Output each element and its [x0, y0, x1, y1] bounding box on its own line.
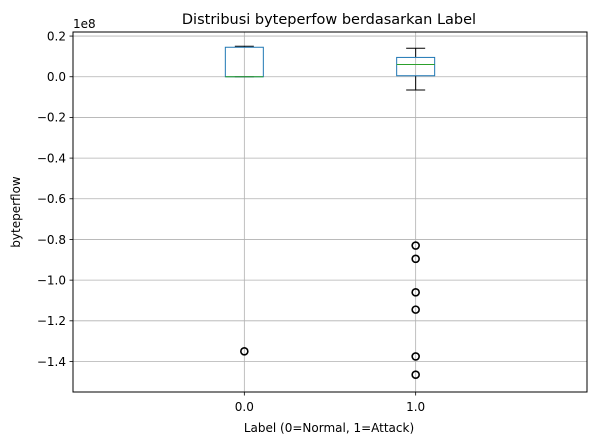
y-tick-label: −0.6 [37, 192, 66, 206]
y-axis-label: byteperflow [9, 176, 23, 248]
outlier-point [411, 254, 420, 264]
outlier-point [240, 347, 249, 356]
y-tick-label: 0.0 [47, 70, 66, 84]
y-axis-ticks: 0.2 0.0 −0.2 −0.4 −0.6 −0.8 −1.0 −1.2 −1.4 [37, 29, 73, 369]
grid [73, 32, 587, 392]
x-axis-ticks: 0.0 1.0 [235, 392, 425, 414]
chart-title: Distribusi byteperfow berdasarkan Label [182, 12, 476, 28]
y-tick-label: −1.4 [37, 355, 66, 369]
y-tick-label: −0.2 [37, 111, 66, 125]
box-group-1.0 [396, 47, 436, 380]
x-axis-label: Label (0=Normal, 1=Attack) [244, 421, 414, 435]
y-tick-label: −0.8 [37, 233, 66, 247]
outlier-point [411, 288, 420, 297]
y-tick-label: 0.2 [47, 29, 66, 43]
boxes [224, 45, 436, 380]
plot-frame [72, 31, 588, 393]
outlier-point [411, 241, 420, 250]
y-tick-label: −0.4 [37, 151, 66, 165]
y-offset-label: 1e8 [73, 17, 96, 31]
y-tick-label: −1.2 [37, 314, 66, 328]
iqr-box [396, 56, 436, 77]
x-tick-label: 1.0 [406, 400, 425, 414]
outlier-point [411, 352, 420, 361]
y-tick-label: −1.0 [37, 273, 66, 287]
outlier-point [411, 305, 420, 314]
outlier-point [411, 370, 420, 380]
x-tick-label: 0.0 [235, 400, 254, 414]
box-group-0.0 [224, 45, 264, 356]
